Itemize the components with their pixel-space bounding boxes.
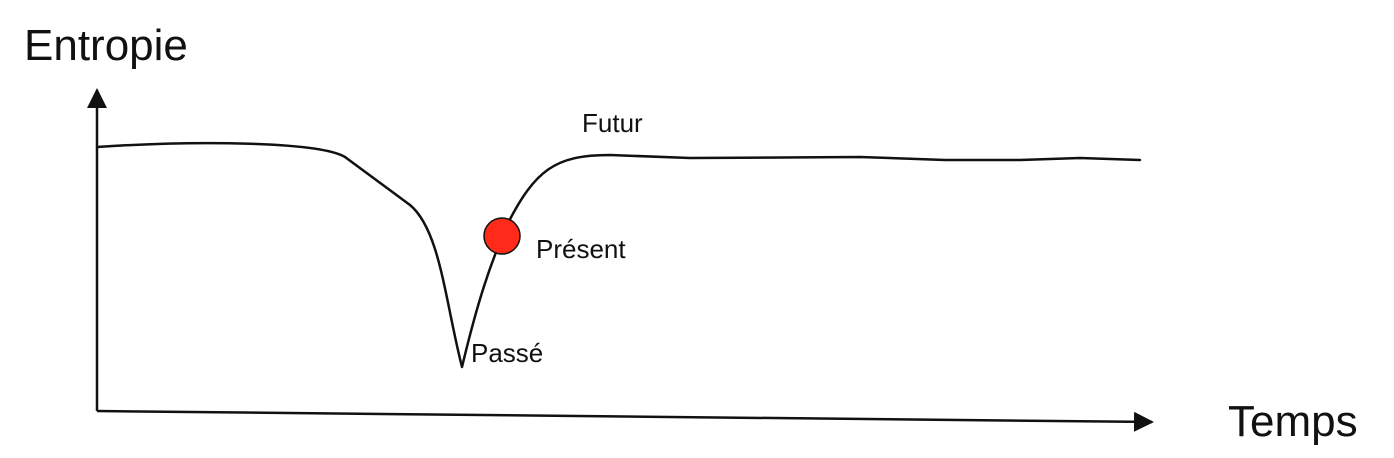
x-axis-line xyxy=(96,409,1154,432)
x-axis-label: Temps xyxy=(1228,397,1358,446)
present-marker xyxy=(483,217,521,255)
present-label: Présent xyxy=(536,234,626,264)
y-axis-label: Entropie xyxy=(24,21,188,70)
past-label: Passé xyxy=(471,338,544,368)
future-label: Futur xyxy=(582,108,643,138)
entropy-curve xyxy=(95,141,1142,369)
